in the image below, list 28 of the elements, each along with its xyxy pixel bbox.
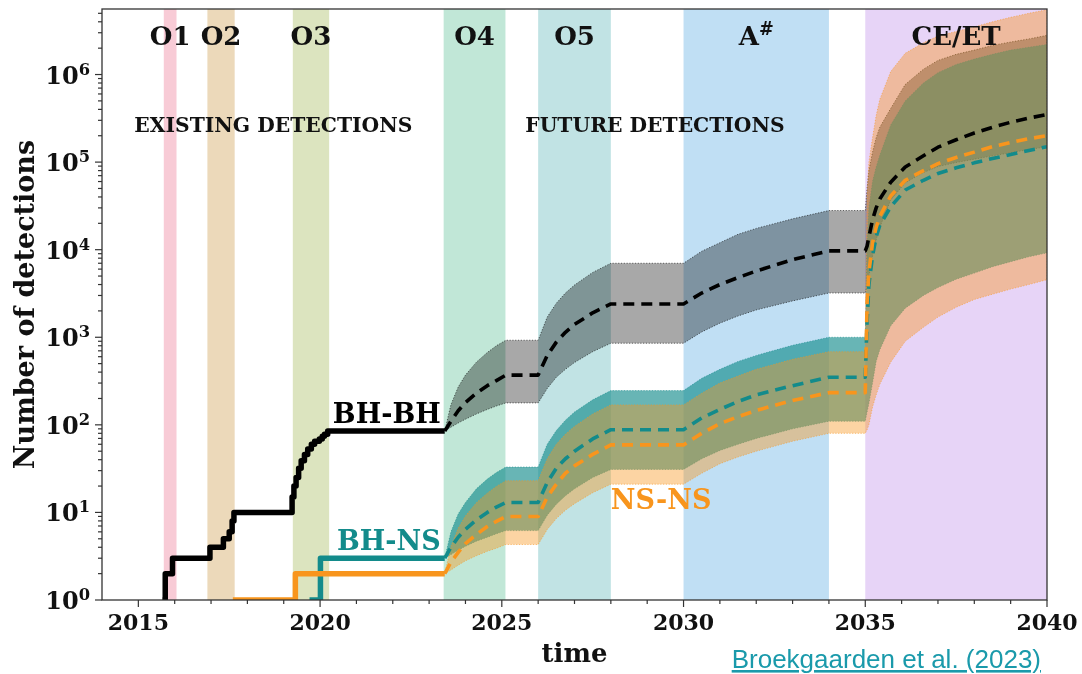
x-tick-label: 2020 bbox=[289, 609, 351, 635]
annotation: FUTURE DETECTIONS bbox=[525, 113, 785, 137]
band-label: CE/ET bbox=[911, 21, 1002, 51]
x-tick-label: 2015 bbox=[107, 609, 169, 635]
annotation: EXISTING DETECTIONS bbox=[134, 113, 413, 137]
x-tick-label: 2035 bbox=[834, 609, 896, 635]
band-label: O5 bbox=[554, 21, 595, 51]
y-tick-label: 10$^{4}$ bbox=[45, 234, 90, 265]
x-tick-label: 2030 bbox=[652, 609, 715, 635]
band-label: O4 bbox=[454, 21, 495, 51]
series-label: BH-NS bbox=[337, 525, 441, 557]
y-tick-label: 10$^{3}$ bbox=[45, 321, 90, 353]
y-tick-label: 10$^{0}$ bbox=[45, 584, 90, 615]
x-tick-label: 2040 bbox=[1016, 609, 1078, 635]
y-axis-title: Number of detections bbox=[9, 139, 40, 470]
series-label: BH-BH bbox=[332, 398, 441, 430]
y-tick-label: 10$^{6}$ bbox=[45, 59, 90, 90]
series-label: NS-NS bbox=[610, 484, 712, 516]
y-tick-label: 10$^{5}$ bbox=[45, 146, 90, 178]
text: Broekgaarden et al. (2023) bbox=[731, 644, 1041, 674]
x-axis-title: time bbox=[541, 638, 608, 668]
band-label: O1 bbox=[149, 21, 191, 51]
y-tick-label: 10$^{2}$ bbox=[45, 409, 90, 440]
band-label: O3 bbox=[290, 21, 332, 51]
band-label: A$^{#}$ bbox=[737, 17, 774, 51]
band-label: O2 bbox=[200, 21, 242, 51]
x-tick-label: 2025 bbox=[471, 609, 533, 635]
y-tick-label: 10$^{1}$ bbox=[45, 496, 90, 528]
